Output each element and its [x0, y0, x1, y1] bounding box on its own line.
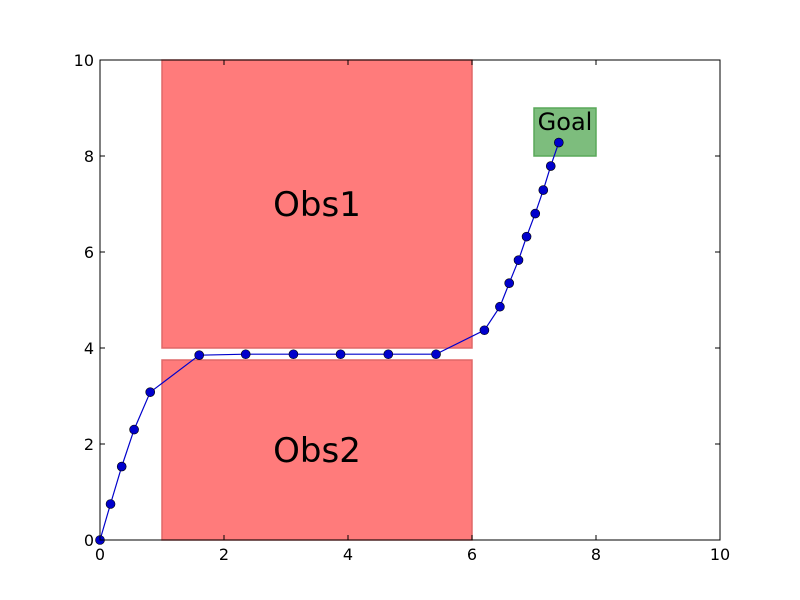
region-goal — [533, 107, 597, 157]
data-point — [513, 255, 524, 265]
x-tick-label: 2 — [219, 545, 229, 564]
y-tick-label: 6 — [84, 243, 94, 262]
data-point — [538, 185, 549, 195]
data-point — [129, 424, 139, 435]
data-point — [431, 349, 441, 360]
region-label-obs1: Obs1 — [273, 185, 361, 225]
ticks — [99, 59, 721, 541]
regions: Obs1 Obs2 Goal — [161, 59, 597, 541]
data-point — [383, 349, 394, 360]
y-tick-label: 0 — [84, 531, 94, 550]
x-tick-label: 6 — [467, 545, 477, 564]
region-label-obs2: Obs2 — [273, 431, 361, 471]
region-label-goal: Goal — [538, 108, 593, 136]
data-point — [530, 208, 541, 219]
data-point — [504, 278, 515, 289]
plot-frame — [99, 59, 721, 541]
data-point — [553, 137, 564, 148]
x-tick-label: 0 — [95, 545, 105, 564]
data-point — [335, 349, 346, 360]
series — [95, 137, 564, 545]
data-point — [288, 349, 299, 360]
data-point — [479, 325, 490, 336]
data-point — [145, 387, 156, 397]
y-tick-label: 10 — [74, 51, 94, 70]
region-obs2 — [161, 359, 473, 541]
data-point — [194, 350, 204, 361]
data-point — [495, 301, 505, 312]
data-point — [545, 161, 556, 171]
x-tick-label: 8 — [591, 545, 601, 564]
y-tick-label: 8 — [84, 147, 94, 166]
data-point — [521, 231, 532, 242]
y-tick-label: 4 — [84, 339, 94, 358]
y-tick-label: 2 — [84, 435, 94, 454]
data-point — [240, 349, 251, 360]
x-tick-label: 4 — [343, 545, 353, 564]
region-obs1 — [161, 59, 473, 349]
tick-labels: 0 2 4 6 8 10 0 2 4 6 8 10 — [74, 51, 731, 564]
data-point — [116, 461, 127, 472]
data-point — [105, 499, 116, 509]
x-tick-label: 10 — [710, 545, 730, 564]
